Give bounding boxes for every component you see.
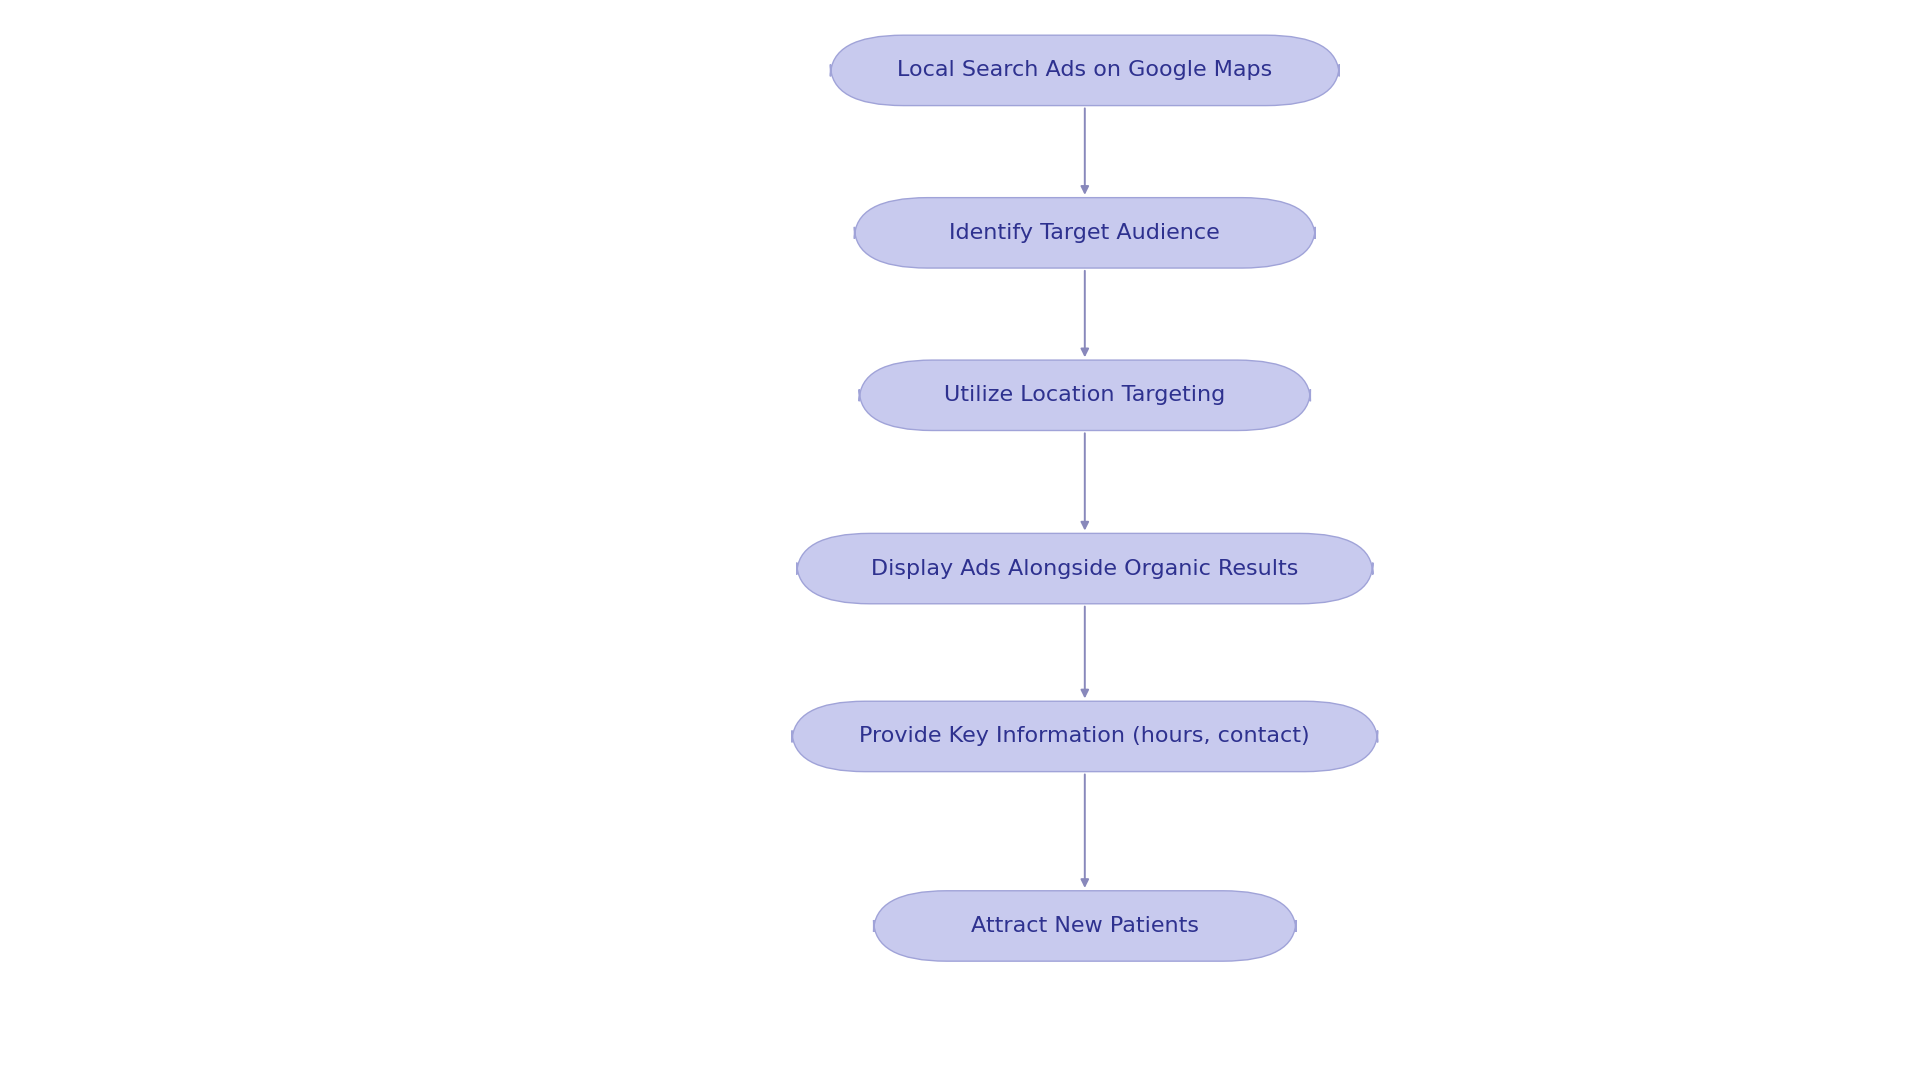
- FancyBboxPatch shape: [854, 197, 1315, 268]
- FancyBboxPatch shape: [797, 533, 1373, 604]
- Text: Display Ads Alongside Organic Results: Display Ads Alongside Organic Results: [872, 559, 1298, 578]
- FancyBboxPatch shape: [791, 702, 1379, 772]
- Text: Provide Key Information (hours, contact): Provide Key Information (hours, contact): [860, 727, 1309, 746]
- FancyBboxPatch shape: [829, 35, 1340, 105]
- FancyBboxPatch shape: [858, 360, 1309, 430]
- FancyBboxPatch shape: [874, 890, 1296, 962]
- Text: Identify Target Audience: Identify Target Audience: [948, 223, 1221, 243]
- Text: Utilize Location Targeting: Utilize Location Targeting: [945, 386, 1225, 405]
- Text: Attract New Patients: Attract New Patients: [972, 916, 1198, 936]
- Text: Local Search Ads on Google Maps: Local Search Ads on Google Maps: [897, 61, 1273, 80]
